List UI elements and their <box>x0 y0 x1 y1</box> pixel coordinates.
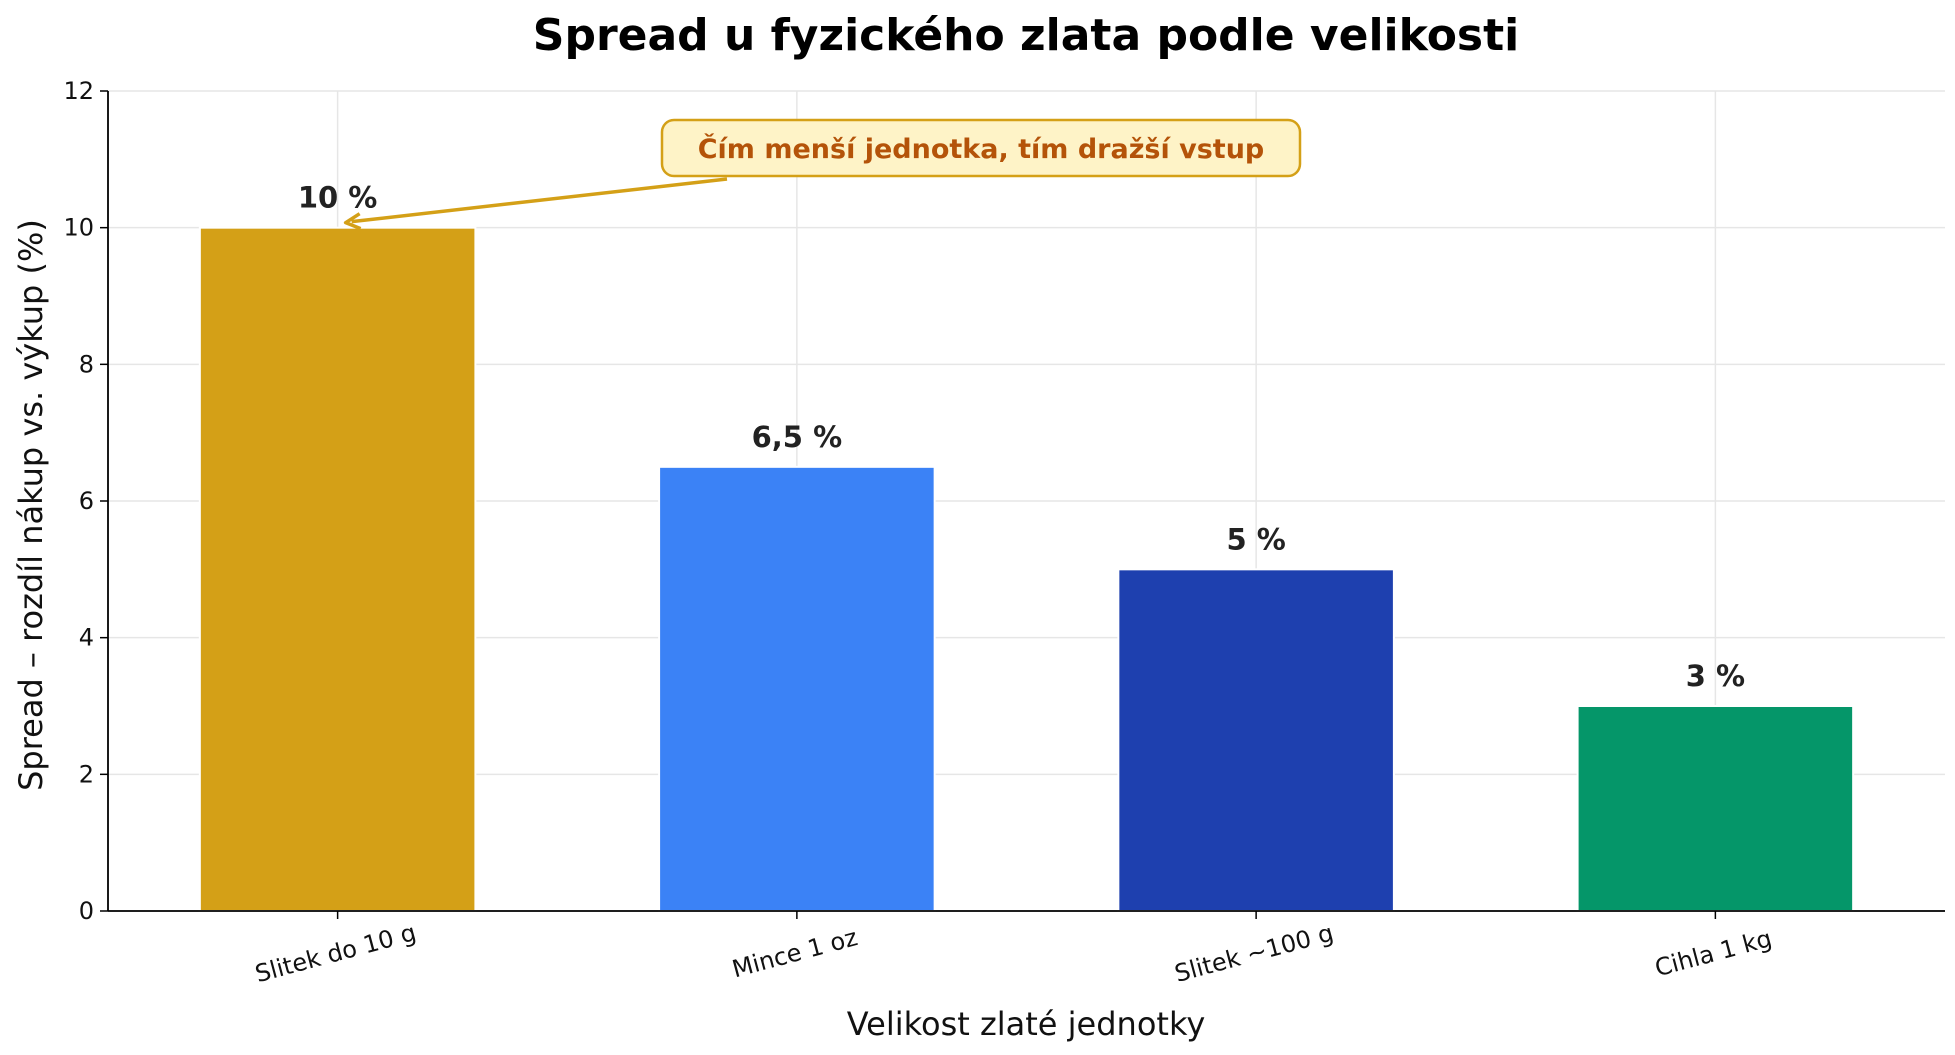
x-tick-label: Slitek ~100 g <box>1172 919 1337 988</box>
y-tick-label: 8 <box>79 350 94 378</box>
y-tick-label: 6 <box>79 487 94 515</box>
x-axis-label: Velikost zlaté jednotky <box>847 1005 1206 1043</box>
y-tick-label: 10 <box>63 214 94 242</box>
annotation: Čím menší jednotka, tím dražší vstup <box>343 118 1302 231</box>
bar-value-label: 10 % <box>298 181 378 215</box>
annotation-text: Čím menší jednotka, tím dražší vstup <box>698 133 1265 165</box>
y-tick-label: 2 <box>79 760 94 788</box>
annotation-arrowhead <box>343 212 362 231</box>
y-tick-label: 12 <box>63 77 94 105</box>
x-tick-label: Mince 1 oz <box>729 923 860 983</box>
y-tick-label: 4 <box>79 624 94 652</box>
bar-value-label: 5 % <box>1226 522 1285 556</box>
chart-title: Spread u fyzického zlata podle velikosti <box>533 10 1519 61</box>
data-labels: 10 % 6,5 % 5 % 3 % <box>298 181 1745 693</box>
annotation-box <box>660 118 1302 178</box>
x-tick-label: Cihla 1 kg <box>1652 924 1775 982</box>
bars <box>198 226 1855 912</box>
bar-value-label: 3 % <box>1686 659 1745 693</box>
y-tick-label: 0 <box>79 897 94 925</box>
bar <box>1576 705 1855 912</box>
bar <box>198 226 477 912</box>
annotation-arrow <box>351 177 728 224</box>
bar-value-label: 6,5 % <box>752 420 843 454</box>
y-axis-label: Spread – rozdíl nákup vs. výkup (%) <box>12 219 50 791</box>
bar <box>1117 568 1395 912</box>
bar <box>658 465 936 912</box>
x-tick-label: Slitek do 10 g <box>252 918 419 988</box>
